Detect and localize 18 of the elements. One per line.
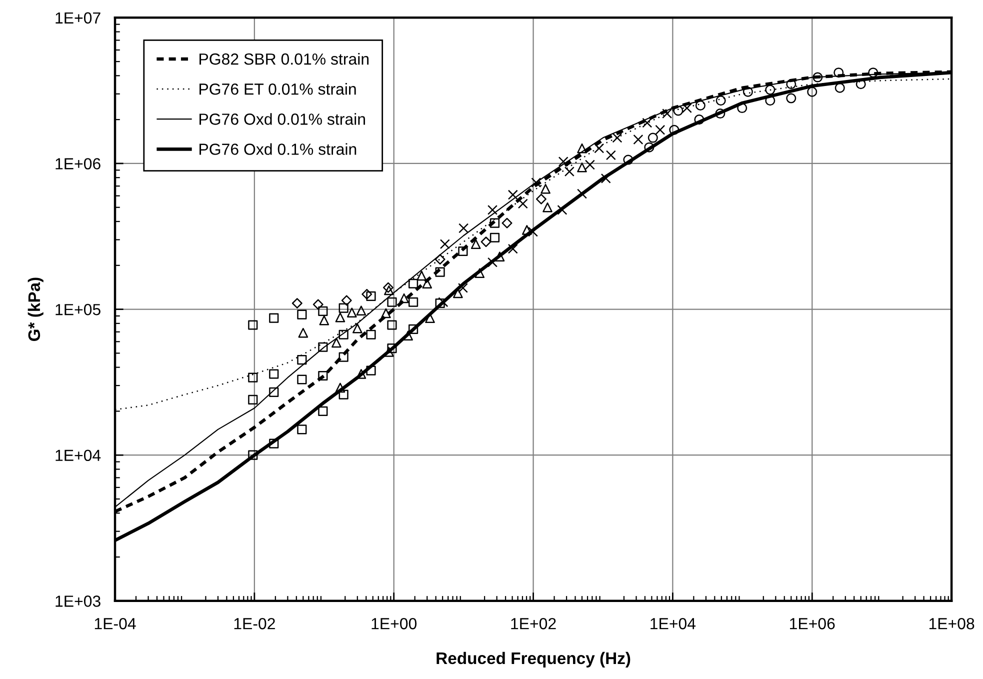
y-axis-title: G* (kPa) xyxy=(28,278,44,342)
x-tick-label: 1E+02 xyxy=(511,618,556,630)
x-tick-label: 1E+04 xyxy=(650,618,696,630)
x-tick-label: 1E+08 xyxy=(929,618,974,630)
x-tick-label: 1E+00 xyxy=(372,618,417,630)
x-tick-label: 1E+06 xyxy=(790,618,835,630)
y-tick-label: 1E+03 xyxy=(56,596,100,607)
y-tick-label: 1E+04 xyxy=(56,450,101,462)
x-tick-label: 1E-02 xyxy=(234,618,275,630)
legend-label: PG76 ET 0.01% strain xyxy=(200,83,356,95)
y-tick-label: 1E+06 xyxy=(56,158,100,170)
x-tick-label: 1E-04 xyxy=(94,618,136,630)
y-tick-label: 1E+07 xyxy=(56,12,100,24)
legend-label: PG76 Oxd 0.01% strain xyxy=(200,113,365,125)
legend-label: PG82 SBR 0.01% strain xyxy=(200,53,369,65)
x-axis-title: Reduced Frequency (Hz) xyxy=(436,652,630,668)
legend-label: PG76 Oxd 0.1% strain xyxy=(200,143,356,155)
y-tick-label: 1E+05 xyxy=(56,304,100,316)
